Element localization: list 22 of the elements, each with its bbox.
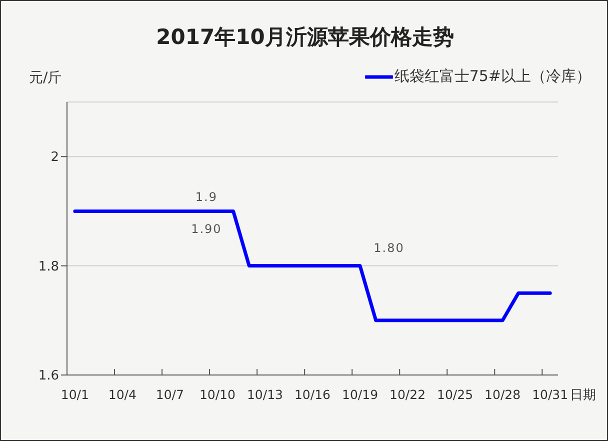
x-tick-label: 10/4: [108, 387, 137, 402]
x-tick-label: 10/25: [437, 387, 474, 402]
y-tick-label: 2: [50, 150, 59, 166]
x-tick-label: 10/16: [294, 387, 331, 402]
y-tick-label: 1.8: [38, 259, 59, 274]
x-tick-label: 10/10: [199, 387, 236, 402]
legend-label: 纸袋红富士75#以上（冷库）: [394, 67, 591, 86]
chart-title: 2017年10月沂源苹果价格走势: [155, 24, 455, 51]
x-tick-label: 10/7: [156, 387, 184, 402]
annotation: 1.90: [191, 222, 222, 236]
x-tick-label: 10/28: [484, 387, 521, 402]
x-axis-title: 日期: [570, 387, 596, 404]
y-axis-title: 元/斤: [29, 69, 62, 87]
x-tick-label: 10/31: [532, 387, 568, 402]
y-tick-label: 1.6: [38, 368, 59, 384]
x-tick-label: 10/19: [342, 387, 378, 402]
x-tick-label: 10/1: [60, 387, 89, 402]
x-tick-label: 10/13: [246, 387, 283, 402]
annotation: 1.9: [195, 190, 218, 204]
x-tick-label: 10/22: [390, 387, 426, 402]
annotation: 1.80: [374, 240, 404, 255]
line-series: [73, 209, 552, 322]
